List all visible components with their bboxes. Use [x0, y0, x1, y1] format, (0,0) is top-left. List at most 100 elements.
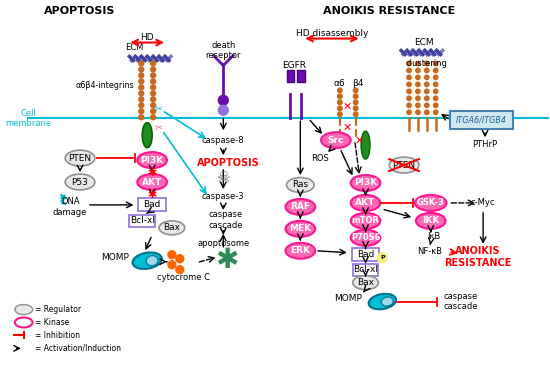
Text: = Inhibition: = Inhibition [35, 331, 80, 340]
Circle shape [139, 109, 144, 114]
Text: EGFR: EGFR [282, 61, 306, 70]
Circle shape [139, 115, 144, 120]
FancyBboxPatch shape [449, 111, 513, 129]
Circle shape [139, 97, 144, 102]
Text: caspase
cascade: caspase cascade [208, 210, 243, 230]
Circle shape [338, 106, 342, 111]
Circle shape [425, 103, 429, 107]
Circle shape [151, 91, 156, 96]
Ellipse shape [65, 174, 95, 190]
Circle shape [151, 109, 156, 114]
Ellipse shape [138, 174, 167, 190]
Text: ITGA6/ITGB4: ITGA6/ITGB4 [455, 116, 507, 125]
Circle shape [425, 96, 429, 100]
Text: P70S6: P70S6 [351, 233, 380, 242]
Text: MEK: MEK [289, 224, 311, 233]
Circle shape [416, 96, 420, 100]
Ellipse shape [287, 177, 314, 192]
Ellipse shape [142, 123, 152, 147]
Text: IKK: IKK [422, 216, 439, 225]
Circle shape [168, 251, 176, 259]
Circle shape [433, 75, 438, 80]
Text: cytocrome C: cytocrome C [157, 273, 210, 282]
Circle shape [176, 266, 184, 274]
Ellipse shape [15, 304, 32, 315]
Text: ERK: ERK [290, 246, 310, 255]
Circle shape [338, 94, 342, 99]
Circle shape [407, 110, 411, 115]
Ellipse shape [416, 213, 446, 229]
Circle shape [425, 110, 429, 115]
Ellipse shape [361, 131, 370, 159]
Text: HD: HD [140, 33, 154, 42]
Text: RAF: RAF [290, 203, 310, 211]
Text: Src: Src [328, 136, 344, 145]
Text: Bad: Bad [357, 250, 374, 259]
Text: Cell
membrane: Cell membrane [6, 108, 52, 128]
Text: ☠: ☠ [217, 169, 230, 185]
Text: AKT: AKT [355, 199, 376, 207]
Circle shape [168, 261, 176, 269]
Text: = Kinase: = Kinase [35, 318, 69, 327]
Circle shape [407, 96, 411, 100]
Text: PTEN: PTEN [393, 161, 416, 170]
Text: Bcl-xl: Bcl-xl [130, 216, 155, 225]
Text: PI3K: PI3K [140, 155, 164, 165]
Text: clustering: clustering [406, 59, 448, 68]
Circle shape [139, 61, 144, 66]
Text: MOMP: MOMP [101, 253, 129, 262]
Ellipse shape [389, 157, 419, 173]
Circle shape [151, 61, 156, 66]
Circle shape [151, 115, 156, 120]
Text: ✂: ✂ [155, 122, 163, 132]
Circle shape [151, 79, 156, 84]
Text: Bad: Bad [144, 200, 161, 210]
Ellipse shape [65, 150, 95, 166]
Text: IκB: IκB [427, 232, 441, 241]
Circle shape [338, 100, 342, 105]
Circle shape [433, 103, 438, 107]
Text: ✕: ✕ [343, 123, 353, 133]
Circle shape [407, 75, 411, 80]
Text: ✱: ✱ [216, 246, 239, 274]
Text: Bax: Bax [357, 278, 374, 287]
Text: P53: P53 [72, 177, 89, 187]
Circle shape [416, 68, 420, 73]
Text: mTOR: mTOR [351, 216, 379, 225]
Circle shape [139, 73, 144, 78]
Text: caspase-8: caspase-8 [202, 136, 245, 145]
Text: caspase
cascade: caspase cascade [443, 292, 477, 311]
Circle shape [151, 73, 156, 78]
Text: α6β4-integrins: α6β4-integrins [75, 81, 134, 90]
Circle shape [416, 110, 420, 115]
Text: P: P [380, 255, 384, 260]
Circle shape [151, 97, 156, 102]
Circle shape [354, 100, 358, 105]
FancyBboxPatch shape [353, 264, 378, 276]
FancyBboxPatch shape [351, 248, 379, 261]
Text: MOMP: MOMP [334, 294, 362, 303]
Ellipse shape [351, 213, 381, 229]
Circle shape [433, 68, 438, 73]
Ellipse shape [353, 276, 378, 289]
Ellipse shape [133, 253, 162, 269]
Circle shape [425, 68, 429, 73]
Circle shape [433, 110, 438, 115]
Ellipse shape [146, 256, 158, 266]
Circle shape [407, 103, 411, 107]
Text: ✱: ✱ [147, 190, 157, 200]
Text: NF-κB: NF-κB [417, 247, 442, 256]
Text: β4: β4 [352, 79, 364, 88]
Circle shape [433, 61, 438, 66]
Circle shape [218, 95, 228, 105]
Text: ANOIKIS RESISTANCE: ANOIKIS RESISTANCE [323, 5, 455, 16]
Circle shape [433, 96, 438, 100]
Circle shape [416, 75, 420, 80]
Text: ✂: ✂ [155, 103, 163, 113]
Circle shape [354, 88, 358, 93]
FancyBboxPatch shape [138, 199, 166, 211]
Circle shape [218, 105, 228, 115]
Ellipse shape [159, 221, 185, 235]
FancyBboxPatch shape [129, 215, 155, 227]
Text: apoptosome: apoptosome [197, 239, 249, 248]
